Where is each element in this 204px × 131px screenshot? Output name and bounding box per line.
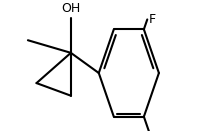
Text: OH: OH	[61, 2, 81, 15]
Text: F: F	[148, 13, 155, 26]
